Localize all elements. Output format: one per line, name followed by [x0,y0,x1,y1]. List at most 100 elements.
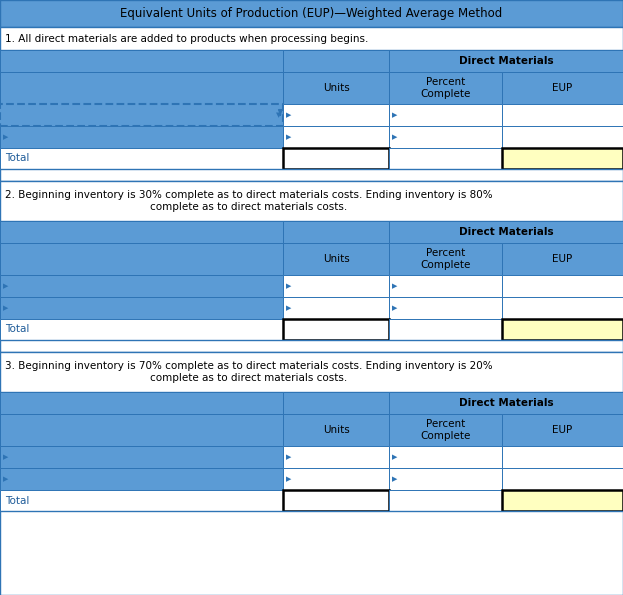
Text: ▶: ▶ [286,476,292,482]
Text: ▶: ▶ [286,283,292,289]
Bar [502,72,623,104]
Bar [0,490,283,511]
Text: ▶: ▶ [2,476,8,482]
Text: ▶: ▶ [2,305,8,311]
Text: Total: Total [5,324,29,334]
Bar [283,148,389,169]
Text: Equivalent Units of Production (EUP)—Weighted Average Method: Equivalent Units of Production (EUP)—Wei… [120,7,503,20]
Bar [283,468,389,490]
Bar [0,221,283,243]
Bar [502,104,623,126]
Text: Direct Materials: Direct Materials [459,227,553,237]
Text: Units: Units [323,254,350,264]
Text: ▶: ▶ [2,283,8,289]
Text: ▶: ▶ [2,134,8,140]
Text: ▶: ▶ [2,454,8,460]
Bar [283,446,389,468]
Text: Units: Units [323,83,350,93]
Text: Percent
Complete: Percent Complete [421,419,470,441]
Bar [389,468,502,490]
Bar [283,319,389,340]
Bar [389,446,502,468]
Bar [283,243,389,275]
Bar [0,148,283,169]
Bar [389,319,502,340]
Bar [0,50,283,72]
Bar [389,392,623,414]
Bar [502,490,623,511]
Bar [0,72,283,104]
Bar [283,221,389,243]
Bar [502,468,623,490]
Bar [0,297,283,319]
Bar [502,148,623,169]
Bar [283,297,389,319]
Bar [0,340,623,352]
Bar [0,414,283,446]
Bar [0,511,623,595]
Bar [0,0,623,27]
Bar [389,221,623,243]
Text: Units: Units [323,425,350,435]
Bar [0,243,283,275]
Bar [389,275,502,297]
Bar [389,104,502,126]
Bar [389,72,502,104]
Text: ▶: ▶ [286,305,292,311]
Bar [389,414,502,446]
Bar [502,414,623,446]
Bar [283,50,389,72]
Text: Percent
Complete: Percent Complete [421,77,470,99]
Text: Total: Total [5,154,29,164]
Bar [283,275,389,297]
Bar [502,319,623,340]
Bar [389,50,623,72]
Bar [283,490,389,511]
Bar [283,104,389,126]
Bar [502,275,623,297]
Bar [0,352,623,392]
Text: 3. Beginning inventory is 70% complete as to direct materials costs. Ending inve: 3. Beginning inventory is 70% complete a… [5,361,493,383]
Text: ▶: ▶ [286,134,292,140]
Text: Total: Total [5,496,29,506]
Text: ▶: ▶ [286,112,292,118]
Text: EUP: EUP [552,83,573,93]
Text: EUP: EUP [552,254,573,264]
Text: 1. All direct materials are added to products when processing begins.: 1. All direct materials are added to pro… [5,33,368,43]
Text: Direct Materials: Direct Materials [459,56,553,66]
Bar [0,181,623,221]
Bar [0,275,283,297]
Bar [0,319,283,340]
Bar [283,126,389,148]
Text: EUP: EUP [552,425,573,435]
Bar [0,27,623,50]
Text: ▶: ▶ [392,305,397,311]
Text: Direct Materials: Direct Materials [459,398,553,408]
Bar [389,243,502,275]
Bar [283,414,389,446]
Bar [389,126,502,148]
Text: ▶: ▶ [286,454,292,460]
Bar [0,392,283,414]
Bar [389,148,502,169]
Bar [0,126,283,148]
Text: ▼: ▼ [276,112,281,118]
Bar [502,446,623,468]
Bar [389,490,502,511]
Bar [502,126,623,148]
Bar [0,169,623,181]
Bar [389,297,502,319]
Text: ▶: ▶ [392,454,397,460]
Bar [0,468,283,490]
Text: ▶: ▶ [392,283,397,289]
Text: ▶: ▶ [392,476,397,482]
Text: ▶: ▶ [392,112,397,118]
Bar [0,446,283,468]
Text: Percent
Complete: Percent Complete [421,248,470,270]
Bar [283,392,389,414]
Bar [0,104,283,126]
Text: 2. Beginning inventory is 30% complete as to direct materials costs. Ending inve: 2. Beginning inventory is 30% complete a… [5,190,493,212]
Text: ▶: ▶ [392,134,397,140]
Bar [502,243,623,275]
Bar [283,72,389,104]
